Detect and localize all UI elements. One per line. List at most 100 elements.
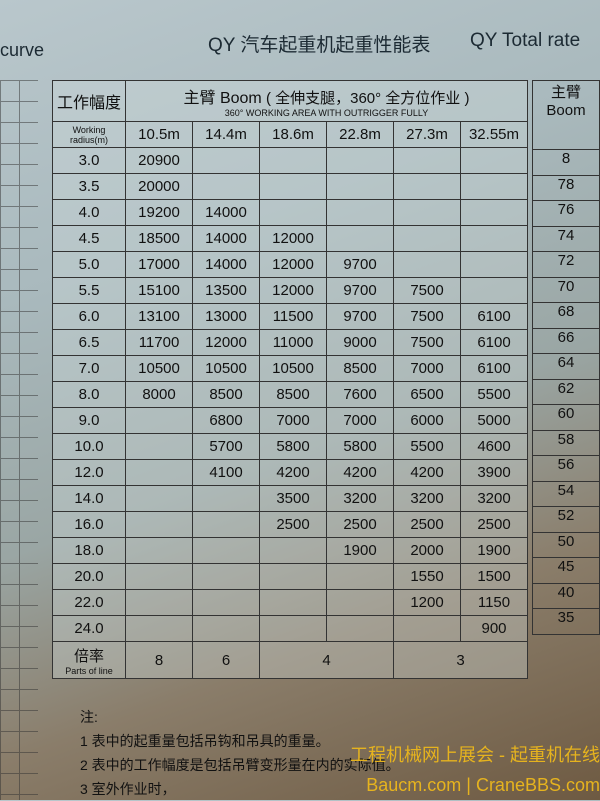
capacity-cell [326,615,394,642]
capacity-cell: 13500 [192,277,260,304]
capacity-cell: 4200 [259,459,327,486]
table-row: 8.0 8000 8500 8500 7600 6500 5500 [52,381,528,408]
capacity-cell: 5500 [460,381,528,408]
radius-cell: 24.0 [52,615,126,642]
capacity-cell [125,511,193,538]
table-row: 18.0 1900 2000 1900 [52,537,528,564]
load-chart-table: 工作幅度 主臂 Boom ( 全伸支腿，360° 全方位作业 ) 360° WOR… [52,80,528,679]
left-grid-chart [0,80,38,800]
boom-header: 主臂 Boom ( 全伸支腿，360° 全方位作业 ) 360° WORKING … [125,80,528,122]
right-column-value: 54 [532,481,600,507]
capacity-cell: 1500 [460,563,528,590]
table-row: 22.0 1200 1150 [52,589,528,616]
table-row: 4.5 18500 14000 12000 [52,225,528,252]
capacity-cell: 20900 [125,147,193,174]
radius-cell: 3.5 [52,173,126,200]
table-row: 12.0 4100 4200 4200 4200 3900 [52,459,528,486]
right-column-value: 45 [532,558,600,584]
radius-cell: 18.0 [52,537,126,564]
right-column-value: 76 [532,201,600,227]
boom-length-header: 27.3m [393,121,461,148]
capacity-cell: 7500 [393,329,461,356]
capacity-cell: 6500 [393,381,461,408]
chart-title-en: QY Total rate [470,30,581,51]
capacity-cell [326,173,394,200]
table-row: 14.0 3500 3200 3200 3200 [52,485,528,512]
right-column-value: 78 [532,175,600,201]
note-3: 3 室外作业时， [80,781,176,797]
capacity-cell: 1200 [393,589,461,616]
right-column-value: 68 [532,303,600,329]
capacity-cell [259,563,327,590]
capacity-cell: 17000 [125,251,193,278]
capacity-cell: 12000 [259,225,327,252]
capacity-cell [192,511,260,538]
capacity-cell: 4200 [393,459,461,486]
boom-length-header: 32.55m [460,121,528,148]
capacity-cell: 5800 [259,433,327,460]
capacity-cell: 4200 [326,459,394,486]
capacity-cell: 13000 [192,303,260,330]
table-row: 4.0 19200 14000 [52,199,528,226]
capacity-cell: 19200 [125,199,193,226]
radius-header-en: Working radius(m) [52,121,126,148]
capacity-cell: 2500 [326,511,394,538]
right-partial-table: 主臂 Boom 8 78 76 74 72 70 68 66 64 62 60 58 56 54 52 50 4… [532,80,600,635]
capacity-cell: 14000 [192,225,260,252]
capacity-cell [393,225,461,252]
capacity-cell: 3200 [393,485,461,512]
capacity-cell: 900 [460,615,528,642]
table-row: 6.0 13100 13000 11500 9700 7500 6100 [52,303,528,330]
right-column-value: 74 [532,226,600,252]
capacity-cell: 1550 [393,563,461,590]
capacity-cell [460,199,528,226]
capacity-cell: 3200 [460,485,528,512]
chart-title-cn: QY 汽车起重机起重性能表 [208,35,431,56]
capacity-cell: 8500 [192,381,260,408]
capacity-cell: 5000 [460,407,528,434]
table-row: 10.0 5700 5800 5800 5500 4600 [52,433,528,460]
capacity-cell: 4100 [192,459,260,486]
capacity-cell: 10500 [192,355,260,382]
radius-cell: 16.0 [52,511,126,538]
notes-title: 注: [80,709,98,725]
right-header: 主臂 Boom [532,80,600,150]
capacity-cell [125,537,193,564]
radius-cell: 22.0 [52,589,126,616]
capacity-cell [393,173,461,200]
radius-cell: 5.0 [52,251,126,278]
boom-length-header: 14.4m [192,121,260,148]
right-column-value: 35 [532,609,600,635]
radius-cell: 8.0 [52,381,126,408]
watermark: 工程机械网上展会 - 起重机在线 Baucm.com | CraneBBS.co… [300,740,600,800]
capacity-cell: 7000 [326,407,394,434]
note-2: 2 表中的工作幅度是包括吊臂变形量在内的实际值。 [80,757,400,773]
radius-cell: 9.0 [52,407,126,434]
capacity-cell [393,199,461,226]
capacity-cell [393,615,461,642]
table-row: 5.0 17000 14000 12000 9700 [52,251,528,278]
capacity-cell: 6100 [460,329,528,356]
capacity-cell [460,277,528,304]
capacity-cell: 5800 [326,433,394,460]
capacity-cell [259,589,327,616]
capacity-cell: 1900 [460,537,528,564]
capacity-cell: 12000 [192,329,260,356]
capacity-cell: 7500 [393,277,461,304]
capacity-cell [125,589,193,616]
radius-cell: 7.0 [52,355,126,382]
capacity-cell [192,173,260,200]
capacity-cell: 3500 [259,485,327,512]
capacity-cell: 6100 [460,355,528,382]
capacity-cell [259,147,327,174]
watermark-line1: 工程机械网上展会 - 起重机在线 [350,745,600,765]
parts-of-line-value: 3 [393,641,528,679]
capacity-cell [259,615,327,642]
capacity-cell: 2500 [393,511,461,538]
capacity-cell: 7500 [393,303,461,330]
right-column-value: 50 [532,532,600,558]
right-column-value: 60 [532,405,600,431]
radius-cell: 10.0 [52,433,126,460]
right-column-value: 72 [532,252,600,278]
right-column-value: 58 [532,430,600,456]
